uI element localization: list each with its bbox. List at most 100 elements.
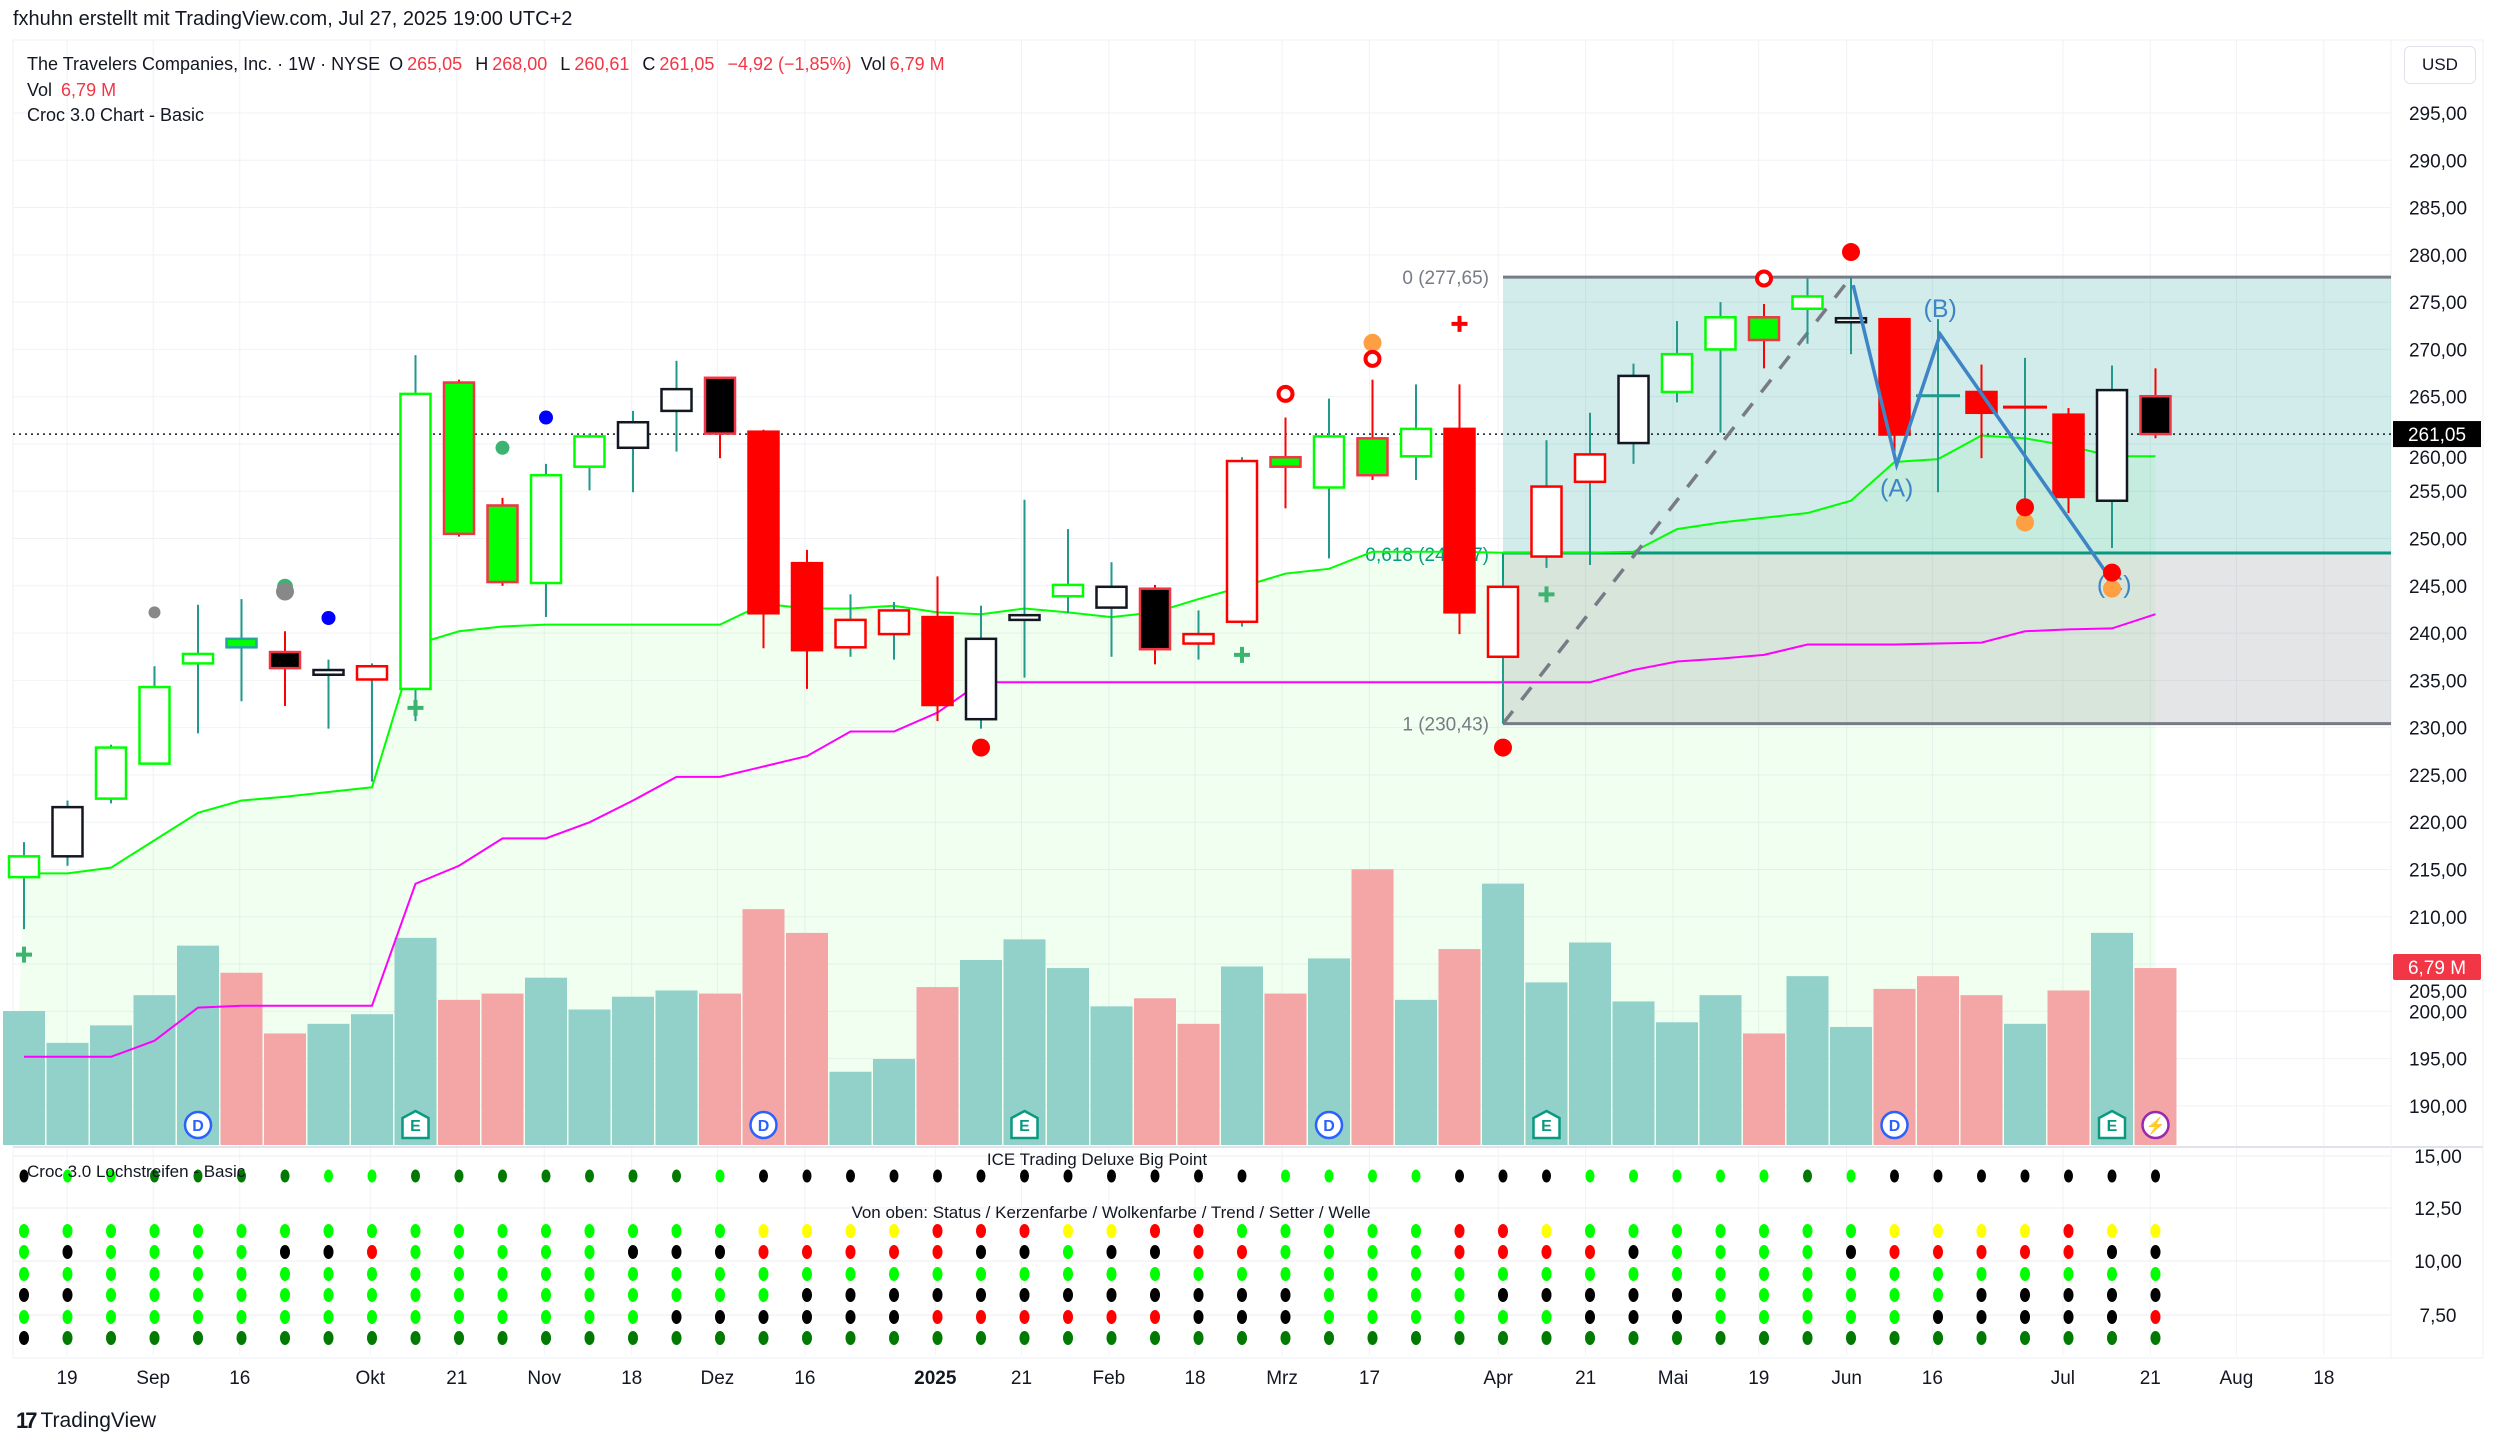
candle[interactable]	[529, 463, 563, 618]
currency-button[interactable]: USD	[2404, 46, 2476, 84]
candle[interactable]	[1095, 562, 1128, 657]
event-badge-dividend[interactable]: D	[183, 1110, 213, 1140]
lochstreifen-dot	[1411, 1245, 1421, 1259]
candle[interactable]	[1617, 363, 1650, 464]
candle-body	[399, 392, 432, 691]
candle[interactable]	[2139, 368, 2172, 439]
candle[interactable]	[660, 360, 693, 452]
signal-dot	[1363, 333, 1382, 352]
fib-zone-upper[interactable]	[1503, 277, 2391, 554]
event-badge-earnings[interactable]: E	[1532, 1109, 1561, 1140]
event-badge-earnings[interactable]: E	[2097, 1109, 2127, 1140]
candle[interactable]	[747, 429, 780, 649]
candle[interactable]	[486, 497, 519, 586]
candle[interactable]	[7, 842, 41, 930]
candle[interactable]	[1573, 412, 1607, 566]
volume-legend[interactable]: Vol 6,79 M	[27, 80, 120, 101]
candle[interactable]	[1399, 384, 1433, 480]
lochstreifen-dot	[2150, 1310, 2161, 1324]
lochstreifen-dot	[149, 1331, 160, 1345]
event-badge-dividend[interactable]: D	[1314, 1110, 1344, 1140]
candle[interactable]	[1530, 440, 1563, 568]
time-axis-label: Nov	[527, 1368, 561, 1389]
big-point-dot	[1455, 1169, 1464, 1183]
candle[interactable]	[1747, 304, 1781, 369]
candle[interactable]	[703, 376, 737, 459]
candle[interactable]	[1834, 277, 1868, 355]
candle[interactable]	[1356, 379, 1389, 480]
indicator-rows-caption: Von oben: Status / Kerzenfarbe / Wolkenf…	[851, 1203, 1371, 1222]
candle[interactable]	[877, 601, 911, 660]
big-point-dot	[1368, 1169, 1377, 1183]
event-badge-earnings[interactable]: E	[1010, 1109, 1039, 1140]
time-axis-label: Aug	[2220, 1368, 2254, 1389]
lochstreifen-dot	[802, 1245, 812, 1259]
event-badge-earnings[interactable]: E	[401, 1109, 430, 1140]
candle[interactable]	[1269, 417, 1302, 509]
candle[interactable]	[921, 576, 954, 722]
candle[interactable]	[1312, 398, 1346, 559]
candle[interactable]	[1965, 364, 1998, 459]
volume-bar	[46, 1042, 89, 1145]
candle-body	[312, 668, 345, 676]
lochstreifen-dot	[671, 1288, 682, 1302]
lochstreifen-dot	[1324, 1310, 1334, 1324]
plus-icon	[1234, 646, 1250, 663]
candle[interactable]	[181, 604, 215, 734]
lochstreifen-dot	[367, 1224, 377, 1238]
candle[interactable]	[616, 410, 650, 493]
candle[interactable]	[51, 800, 84, 866]
candle[interactable]	[1443, 384, 1476, 635]
trend-line-dashed[interactable]	[1501, 276, 1853, 725]
candle-body	[2139, 394, 2172, 436]
symbol-title[interactable]: The Travelers Companies, Inc. · 1W · NYS…	[27, 54, 381, 74]
candle[interactable]	[94, 744, 128, 804]
candle[interactable]	[1660, 321, 1694, 403]
candle[interactable]	[1791, 278, 1824, 344]
fib-zone-lower[interactable]	[1503, 553, 2391, 724]
candle[interactable]	[834, 594, 867, 657]
candle[interactable]	[1486, 579, 1520, 724]
candle[interactable]	[2003, 357, 2047, 525]
candle[interactable]	[268, 631, 302, 706]
lochstreifen-dot	[236, 1288, 247, 1302]
candle[interactable]	[2052, 408, 2085, 514]
big-point-dot	[1542, 1169, 1551, 1183]
candle[interactable]	[442, 379, 476, 537]
candle[interactable]	[355, 663, 389, 782]
candle[interactable]	[964, 605, 998, 729]
candle[interactable]	[225, 599, 258, 702]
candle[interactable]	[1008, 499, 1041, 678]
lochstreifen-dot	[1237, 1331, 1247, 1345]
candle[interactable]	[399, 355, 432, 722]
lochstreifen-dot	[1106, 1267, 1117, 1281]
candle[interactable]	[573, 433, 606, 491]
tradingview-logo[interactable]: 17 TradingView	[16, 1408, 156, 1434]
candle[interactable]	[138, 666, 171, 765]
elliott-wave-line[interactable]	[1851, 284, 2116, 585]
event-badge-news[interactable]: ⚡	[2141, 1110, 2170, 1140]
event-badge-dividend[interactable]: D	[1880, 1110, 1909, 1140]
candle[interactable]	[312, 659, 345, 729]
volume-bar	[1960, 995, 2003, 1145]
candle[interactable]	[1916, 319, 1960, 493]
big-point-dot	[1498, 1169, 1508, 1183]
candle[interactable]	[1051, 529, 1085, 614]
candle[interactable]	[1704, 302, 1737, 433]
candle[interactable]	[790, 549, 824, 689]
candle[interactable]	[1182, 610, 1215, 660]
candle[interactable]	[2095, 365, 2129, 549]
candle[interactable]	[1138, 584, 1172, 665]
magenta-line[interactable]	[24, 613, 2156, 1058]
candle[interactable]	[1225, 457, 1259, 627]
event-badge-dividend[interactable]: D	[749, 1110, 778, 1140]
dividend-icon	[1314, 1110, 1344, 1140]
candle-body	[7, 855, 41, 879]
lochstreifen-dot	[889, 1224, 899, 1238]
green-stop-line[interactable]	[24, 434, 2156, 875]
indicator-panel-title[interactable]: Croc 3.0 Lochstreifen - Basic	[27, 1162, 246, 1181]
indicator-legend[interactable]: Croc 3.0 Chart - Basic	[27, 105, 208, 126]
signal-dot	[2016, 498, 2034, 517]
candle[interactable]	[1878, 317, 1911, 454]
